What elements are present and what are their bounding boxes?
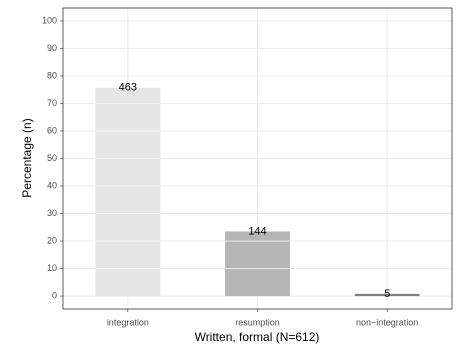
y-tick-label: 90 [47, 43, 57, 53]
y-tick-label: 20 [47, 235, 57, 245]
data-label: 144 [248, 225, 266, 237]
y-tick-label: 50 [47, 153, 57, 163]
y-tick-label: 70 [47, 98, 57, 108]
y-tick-label: 80 [47, 70, 57, 80]
y-tick-label: 0 [52, 290, 57, 300]
data-label: 5 [384, 288, 390, 300]
x-axis-title: Written, formal (N=612) [195, 330, 320, 344]
data-label: 463 [119, 82, 137, 94]
bar [354, 293, 420, 297]
y-tick-label: 100 [42, 15, 57, 25]
x-tick-label: non−integration [356, 317, 418, 327]
bar [225, 231, 290, 297]
y-tick-label: 60 [47, 125, 57, 135]
panel-border [62, 7, 453, 310]
y-tick-label: 40 [47, 180, 57, 190]
x-tick-label: resumption [235, 317, 280, 327]
y-axis-title: Percentage (n) [20, 118, 34, 197]
x-tick-label: integration [107, 317, 149, 327]
bar [95, 87, 161, 297]
y-tick-label: 30 [47, 208, 57, 218]
y-tick-label: 10 [47, 263, 57, 273]
